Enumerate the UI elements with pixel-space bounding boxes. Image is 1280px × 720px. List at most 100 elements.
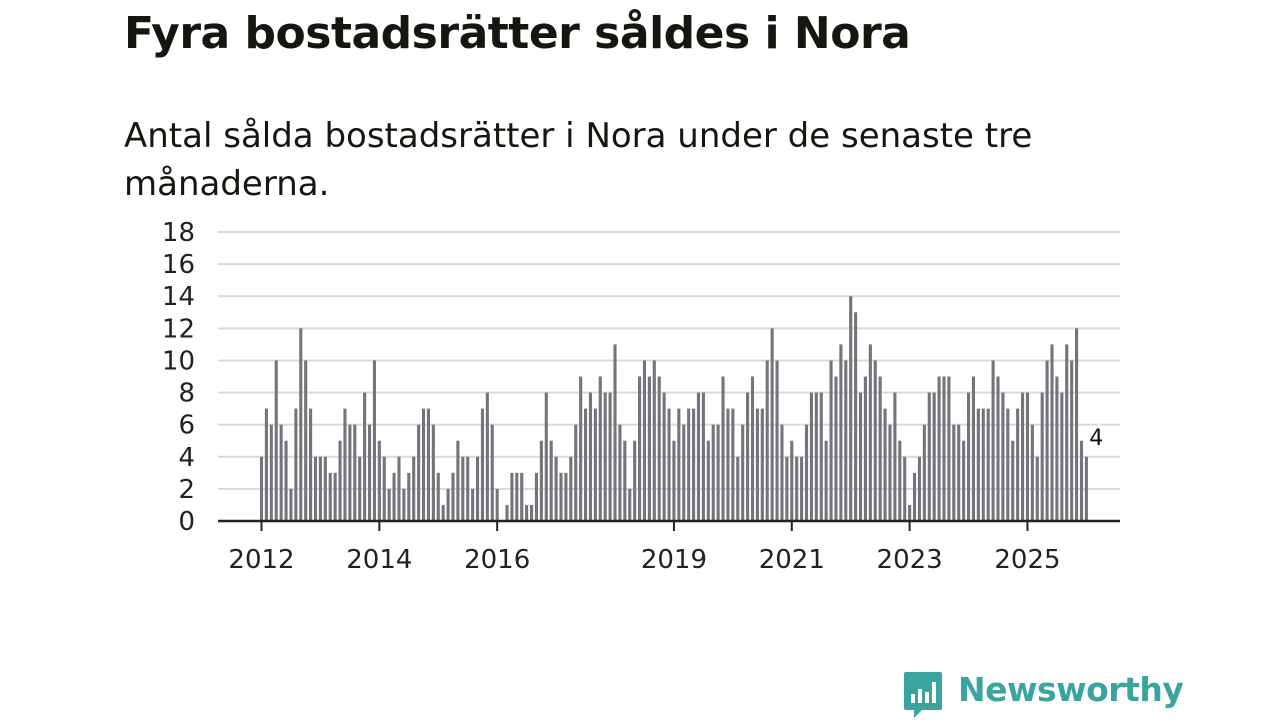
bar xyxy=(1079,440,1084,521)
bar xyxy=(304,360,308,521)
bar xyxy=(613,344,617,521)
bar xyxy=(505,504,509,521)
bar xyxy=(367,424,372,521)
bar xyxy=(294,408,298,521)
bar xyxy=(544,392,548,521)
y-tick-label: 8 xyxy=(178,379,195,409)
y-tick-label: 0 xyxy=(178,507,195,537)
y-tick-label: 4 xyxy=(178,443,195,473)
bar xyxy=(652,360,656,521)
bar xyxy=(1055,376,1059,521)
bar xyxy=(328,472,332,521)
bar xyxy=(868,344,872,521)
bar xyxy=(721,376,725,521)
bar xyxy=(765,360,769,521)
bar xyxy=(814,392,818,521)
bar xyxy=(662,392,666,521)
x-axis-ticks: 2012 2014 2016 2019 2021 2023 2025 xyxy=(228,521,1061,575)
bar xyxy=(726,408,730,521)
bar xyxy=(976,408,980,521)
bar xyxy=(264,408,268,521)
bar xyxy=(795,456,799,521)
bar xyxy=(981,408,985,521)
bar xyxy=(775,360,779,521)
bar xyxy=(770,328,774,521)
bar xyxy=(1006,408,1010,521)
data-labels: 4 xyxy=(1087,423,1106,453)
bar xyxy=(495,488,499,521)
brand-name: Newsworthy xyxy=(958,670,1184,709)
x-tick-label: 2016 xyxy=(464,545,530,575)
bar xyxy=(647,376,651,521)
bar xyxy=(421,408,426,521)
bar xyxy=(682,424,686,521)
bar xyxy=(790,440,794,521)
bar xyxy=(800,456,804,521)
bar xyxy=(338,440,342,521)
bar xyxy=(804,424,809,521)
bar xyxy=(937,376,941,521)
bar xyxy=(623,440,627,521)
bar xyxy=(554,456,558,521)
y-tick-label: 2 xyxy=(178,475,195,505)
bar xyxy=(741,424,745,521)
bar xyxy=(991,360,995,521)
bar xyxy=(461,456,465,521)
bar xyxy=(731,408,735,521)
bar xyxy=(313,456,318,521)
bar xyxy=(402,488,406,521)
bar xyxy=(824,440,828,521)
bar xyxy=(530,504,534,521)
bar xyxy=(912,472,917,521)
bar xyxy=(1084,456,1088,521)
bar xyxy=(279,424,283,521)
bar xyxy=(736,456,740,521)
bar xyxy=(588,392,593,521)
bar xyxy=(284,440,288,521)
bar xyxy=(917,456,921,521)
bar xyxy=(343,408,347,521)
bar xyxy=(750,376,755,521)
bar xyxy=(426,408,430,521)
bar xyxy=(878,376,882,521)
bar xyxy=(785,456,789,521)
x-tick-label: 2025 xyxy=(994,545,1060,575)
bar xyxy=(431,424,435,521)
bar xyxy=(957,424,961,521)
bar xyxy=(318,456,322,521)
bar xyxy=(564,472,568,521)
x-tick-label: 2014 xyxy=(346,545,412,575)
bar xyxy=(1065,344,1069,521)
bar xyxy=(372,360,376,521)
bar xyxy=(485,392,489,521)
bar xyxy=(986,408,990,521)
bar xyxy=(638,376,642,521)
bar xyxy=(755,408,759,521)
last-value-label: 4 xyxy=(1089,426,1103,451)
bar xyxy=(971,376,975,521)
bar xyxy=(1050,344,1054,521)
bar xyxy=(515,472,519,521)
chart-subtitle: Antal sålda bostadsrätter i Nora under d… xyxy=(124,116,1033,204)
bar xyxy=(441,504,445,521)
bar xyxy=(1040,392,1044,521)
bar xyxy=(701,392,705,521)
bar xyxy=(466,456,470,521)
bar xyxy=(760,408,764,521)
bar xyxy=(525,504,529,521)
bar xyxy=(348,424,352,521)
bar xyxy=(942,376,946,521)
bar xyxy=(520,472,524,521)
bar xyxy=(706,440,710,521)
bar xyxy=(932,392,936,521)
bar xyxy=(1021,392,1025,521)
bar xyxy=(579,376,583,521)
bar xyxy=(618,424,622,521)
bar xyxy=(392,472,396,521)
y-tick-label: 12 xyxy=(162,314,195,344)
bar xyxy=(672,440,676,521)
x-tick-label: 2012 xyxy=(228,545,294,575)
bar xyxy=(269,424,273,521)
bar xyxy=(1030,424,1034,521)
